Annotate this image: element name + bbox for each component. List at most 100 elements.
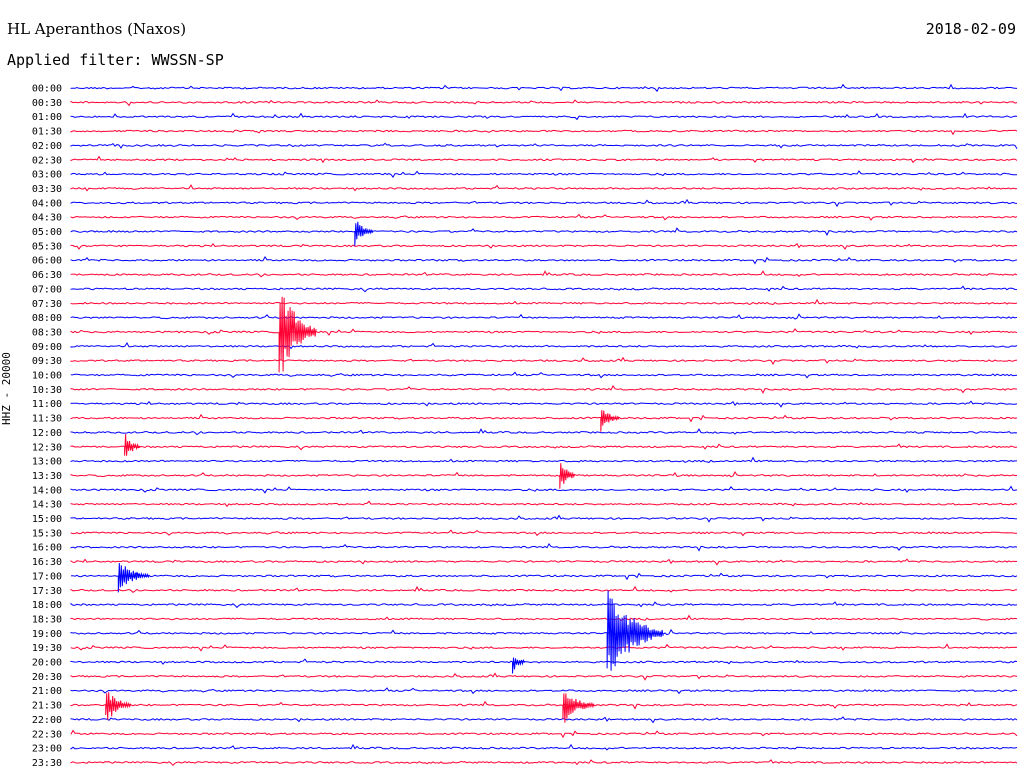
- trace-row: [70, 184, 1017, 192]
- time-tick-label: 20:00: [32, 658, 62, 669]
- seismic-event: [278, 296, 317, 373]
- time-tick-label: 07:00: [32, 284, 62, 295]
- trace-row: [70, 155, 1018, 164]
- trace-row: [70, 371, 1018, 379]
- time-tick-label: 17:30: [32, 586, 62, 597]
- trace-row: [70, 313, 1018, 320]
- time-tick-label: 23:00: [32, 744, 62, 755]
- time-tick-label: 11:00: [32, 399, 62, 410]
- time-tick-label: 14:00: [32, 485, 62, 496]
- time-tick-label: 01:30: [32, 127, 62, 138]
- time-tick-label: 11:30: [32, 414, 62, 425]
- time-tick-label: 08:00: [32, 313, 62, 324]
- time-tick-label: 05:30: [32, 241, 62, 252]
- trace-row: [70, 428, 1018, 436]
- trace-row: [70, 83, 1018, 93]
- trace-row: [70, 112, 1018, 121]
- seismic-event: [600, 410, 620, 432]
- trace-row: [70, 672, 1018, 681]
- trace-row: [70, 700, 1018, 710]
- time-tick-label: 16:00: [32, 543, 62, 554]
- trace-row: [70, 529, 1017, 537]
- trace-row: [70, 585, 1018, 594]
- time-tick-label: 00:30: [32, 98, 62, 109]
- time-tick-label: 01:00: [32, 112, 62, 123]
- trace-row: [70, 356, 1018, 366]
- trace-row: [70, 643, 1018, 652]
- time-tick-label: 09:00: [32, 342, 62, 353]
- time-tick-label: 14:30: [32, 500, 62, 511]
- time-tick-label: 22:00: [32, 715, 62, 726]
- trace-row: [70, 729, 1018, 739]
- trace-row: [70, 500, 1018, 508]
- time-tick-label: 13:30: [32, 471, 62, 482]
- trace-row: [70, 558, 1018, 566]
- trace-row: [70, 514, 1018, 523]
- time-tick-label: 17:00: [32, 571, 62, 582]
- trace-row: [70, 328, 1018, 336]
- time-tick-label: 07:30: [32, 299, 62, 310]
- trace-row: [70, 687, 1018, 695]
- time-tick-label: 10:00: [32, 371, 62, 382]
- trace-row: [70, 270, 1018, 278]
- time-tick-label: 00:00: [32, 84, 62, 95]
- trace-row: [70, 716, 1018, 724]
- time-tick-label: 20:30: [32, 672, 62, 683]
- trace-row: [70, 413, 1018, 423]
- time-tick-label: 12:00: [32, 428, 62, 439]
- time-tick-label: 08:30: [32, 327, 62, 338]
- time-tick-label: 13:00: [32, 457, 62, 468]
- seismic-event: [354, 221, 374, 246]
- station-title: HL Aperanthos (Naxos): [7, 20, 187, 38]
- plot-date: 2018-02-09: [925, 20, 1016, 38]
- trace-row: [70, 129, 1018, 136]
- time-tick-label: 15:30: [32, 528, 62, 539]
- trace-row: [70, 170, 1017, 178]
- time-tick-label: 19:30: [32, 643, 62, 654]
- trace-row: [70, 99, 1018, 107]
- trace-row: [70, 198, 1018, 208]
- trace-row: [70, 227, 1018, 236]
- trace-row: [70, 542, 1018, 552]
- trace-row: [70, 759, 1018, 767]
- trace-row: [70, 628, 1018, 636]
- time-tick-label: 09:30: [32, 356, 62, 367]
- time-tick-label: 10:30: [32, 385, 62, 396]
- time-tick-label: 04:00: [32, 198, 62, 209]
- trace-row: [70, 142, 1018, 149]
- trace-row: [70, 614, 1018, 621]
- trace-row: [70, 342, 1018, 350]
- trace-row: [70, 456, 1017, 463]
- trace-row: [70, 485, 1018, 494]
- time-tick-label: 19:00: [32, 629, 62, 640]
- trace-row: [70, 443, 1018, 451]
- trace-row: [70, 571, 1018, 581]
- trace-row: [70, 658, 1018, 665]
- time-tick-label: 03:00: [32, 170, 62, 181]
- time-tick-label: 02:30: [32, 155, 62, 166]
- time-tick-label: 21:00: [32, 686, 62, 697]
- trace-row: [70, 242, 1018, 250]
- trace-row: [70, 213, 1018, 221]
- time-tick-label: 21:30: [32, 701, 62, 712]
- trace-row: [70, 400, 1018, 408]
- trace-row: [70, 298, 1018, 306]
- seismic-event: [606, 590, 664, 671]
- time-tick-label: 15:00: [32, 514, 62, 525]
- time-tick-label: 06:00: [32, 256, 62, 267]
- trace-row: [70, 743, 1018, 751]
- time-tick-label: 22:30: [32, 729, 62, 740]
- time-tick-label: 23:30: [32, 758, 62, 769]
- seismic-event: [559, 463, 576, 489]
- time-tick-label: 06:30: [32, 270, 62, 281]
- seismic-event: [512, 657, 525, 674]
- seismic-event: [105, 692, 132, 720]
- time-tick-label: 16:30: [32, 557, 62, 568]
- time-tick-label: 03:30: [32, 184, 62, 195]
- time-tick-label: 18:00: [32, 600, 62, 611]
- time-tick-label: 02:00: [32, 141, 62, 152]
- trace-row: [70, 255, 1018, 265]
- seismic-event: [124, 434, 141, 456]
- time-tick-label: 04:30: [32, 213, 62, 224]
